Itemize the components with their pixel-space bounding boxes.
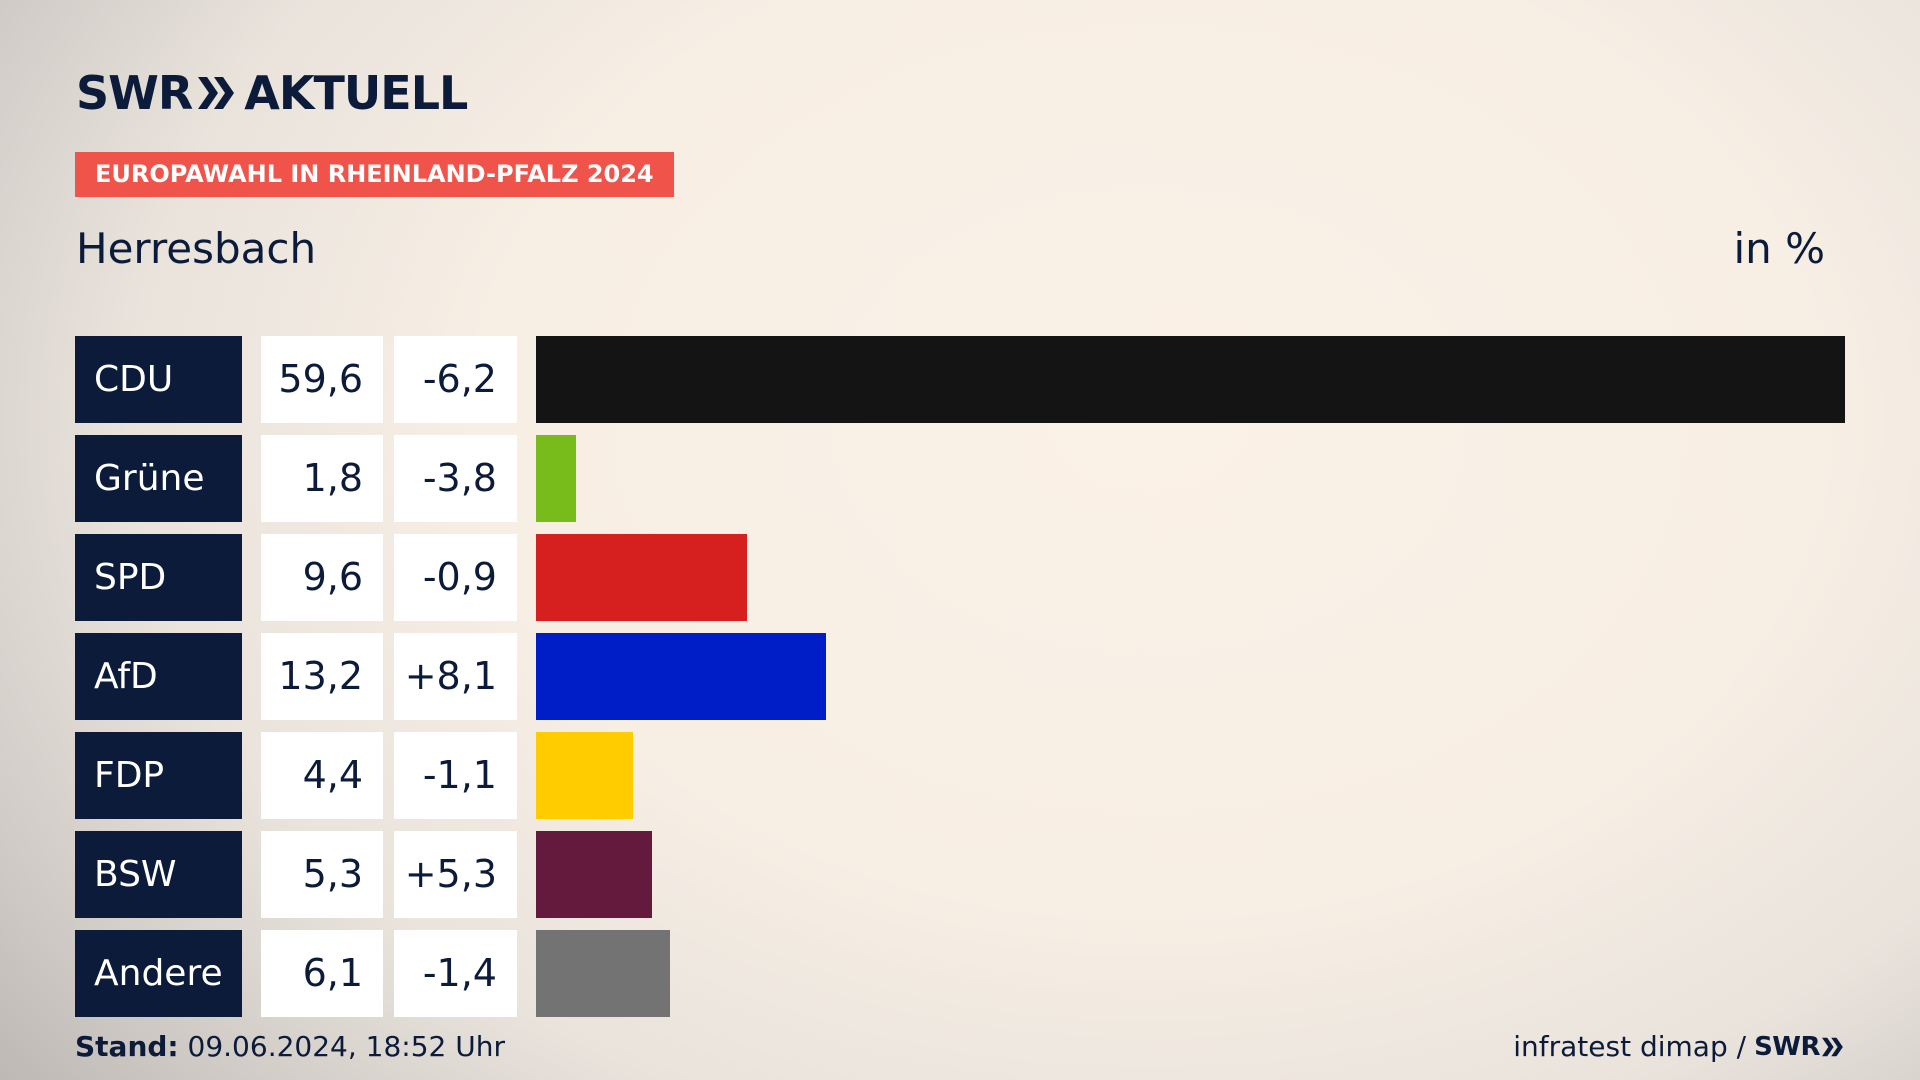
double-chevron-icon <box>198 77 235 109</box>
party-label: FDP <box>75 732 242 819</box>
vote-share-value: 1,8 <box>261 435 383 522</box>
logo-aktuell-text: AKTUELL <box>244 66 468 120</box>
party-label: BSW <box>75 831 242 918</box>
result-row: SPD 9,6 -0,9 <box>0 534 1920 621</box>
result-row: FDP 4,4 -1,1 <box>0 732 1920 819</box>
vote-change-value: +5,3 <box>394 831 517 918</box>
vote-share-value: 59,6 <box>261 336 383 423</box>
vote-change-value: -1,4 <box>394 930 517 1017</box>
vote-change-value: +8,1 <box>394 633 517 720</box>
result-row: Grüne 1,8 -3,8 <box>0 435 1920 522</box>
vote-share-value: 6,1 <box>261 930 383 1017</box>
vote-change-value: -3,8 <box>394 435 517 522</box>
location-title: Herresbach <box>76 224 317 273</box>
vote-change-value: -6,2 <box>394 336 517 423</box>
result-row: Andere 6,1 -1,4 <box>0 930 1920 1017</box>
result-bar <box>536 930 670 1017</box>
source-text: infratest dimap / <box>1513 1030 1747 1063</box>
result-bar <box>536 831 652 918</box>
party-label: Andere <box>75 930 242 1017</box>
party-label: SPD <box>75 534 242 621</box>
logo-swr-text: SWR <box>76 66 193 120</box>
unit-label: in % <box>1733 224 1825 273</box>
party-label: AfD <box>75 633 242 720</box>
result-row: BSW 5,3 +5,3 <box>0 831 1920 918</box>
result-row: CDU 59,6 -6,2 <box>0 336 1920 423</box>
party-label: CDU <box>75 336 242 423</box>
result-bar <box>536 534 747 621</box>
party-label: Grüne <box>75 435 242 522</box>
result-row: AfD 13,2 +8,1 <box>0 633 1920 720</box>
result-bar <box>536 435 576 522</box>
vote-share-value: 5,3 <box>261 831 383 918</box>
vote-share-value: 9,6 <box>261 534 383 621</box>
vote-share-value: 13,2 <box>261 633 383 720</box>
swr-aktuell-logo: SWR AKTUELL <box>76 66 468 120</box>
result-bar <box>536 336 1845 423</box>
vote-change-value: -1,1 <box>394 732 517 819</box>
stand-value: 09.06.2024, 18:52 Uhr <box>187 1030 505 1063</box>
result-bar <box>536 633 826 720</box>
vote-change-value: -0,9 <box>394 534 517 621</box>
timestamp-footer: Stand: 09.06.2024, 18:52 Uhr <box>75 1030 505 1064</box>
result-bar <box>536 732 633 819</box>
source-footer: infratest dimap / SWR <box>1513 1030 1844 1064</box>
stand-label: Stand: <box>75 1030 179 1063</box>
small-double-chevron-icon <box>1822 1037 1843 1057</box>
vote-share-value: 4,4 <box>261 732 383 819</box>
election-banner: EUROPAWAHL IN RHEINLAND-PFALZ 2024 <box>75 152 674 197</box>
swr-small-logo-text: SWR <box>1754 1032 1820 1062</box>
